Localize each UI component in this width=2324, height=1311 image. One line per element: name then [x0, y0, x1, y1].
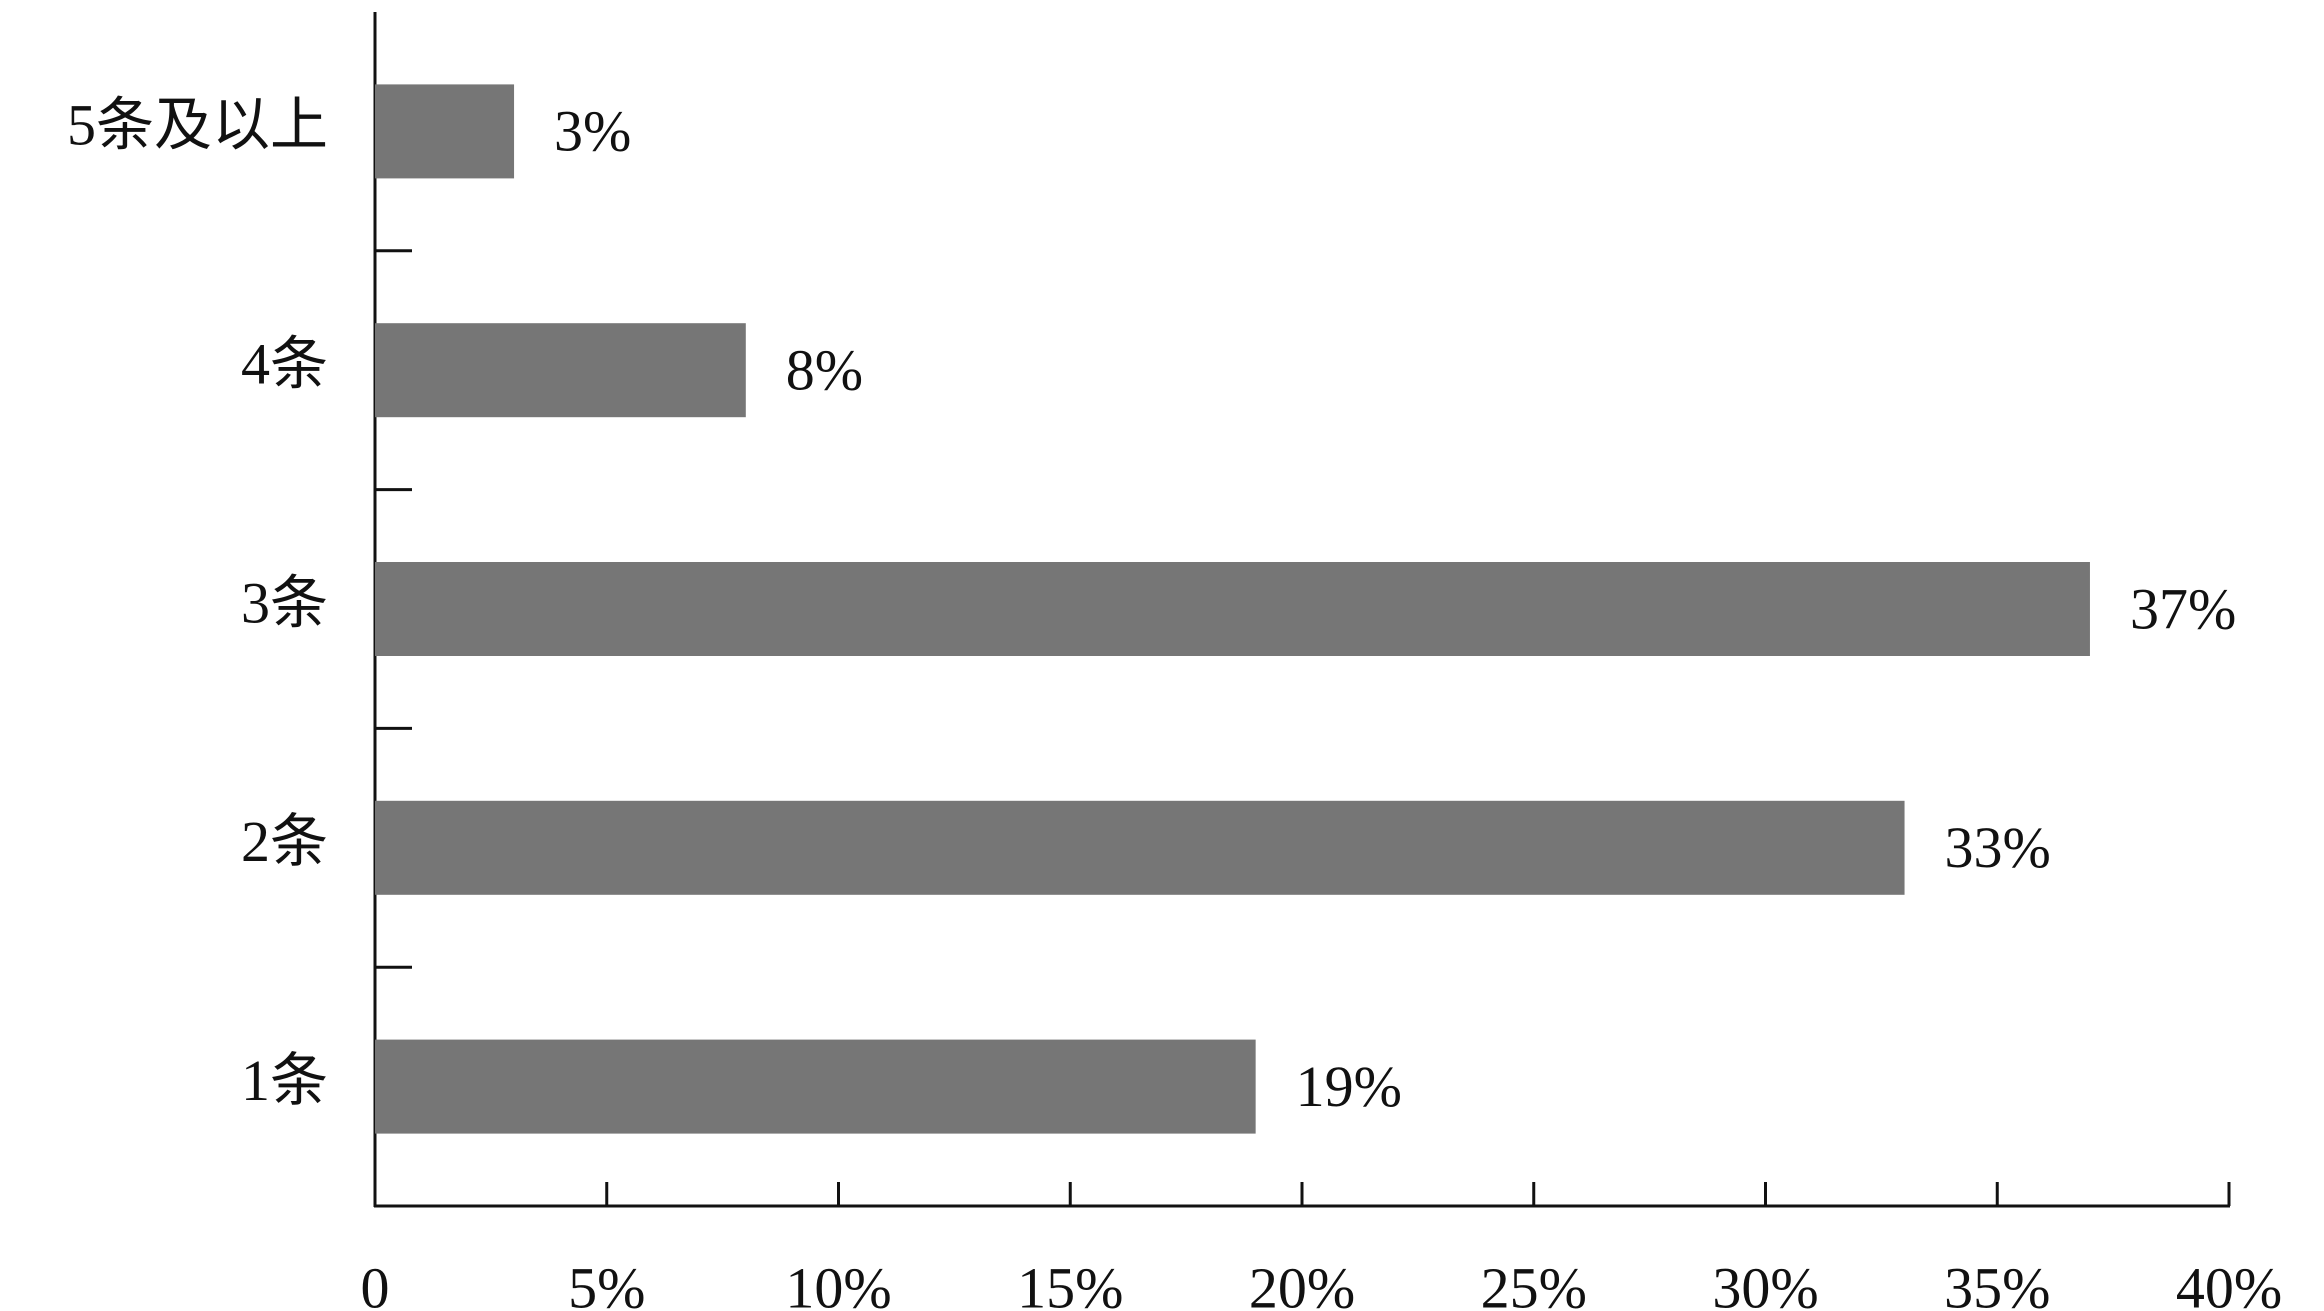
- x-tick-label: 15%: [1017, 1255, 1123, 1311]
- y-tick-label: 2条: [241, 809, 328, 874]
- x-tick-label: 25%: [1481, 1255, 1587, 1311]
- x-tick-label: 10%: [785, 1255, 891, 1311]
- value-label: 33%: [1945, 815, 2051, 880]
- x-tick-label: 30%: [1712, 1255, 1818, 1311]
- bar: [375, 323, 746, 418]
- y-tick-label: 4条: [241, 332, 328, 397]
- x-tick-label: 40%: [2176, 1255, 2282, 1311]
- y-tick-label: 3条: [241, 570, 328, 635]
- bar: [375, 562, 2090, 656]
- bar: [375, 800, 1905, 895]
- x-tick-label: 20%: [1249, 1255, 1355, 1311]
- value-label: 8%: [786, 338, 863, 403]
- bar: [375, 84, 515, 179]
- bar: [375, 1039, 1256, 1134]
- x-tick-label: 0: [361, 1255, 390, 1311]
- y-tick-label: 5条及以上: [67, 93, 328, 158]
- x-tick-label: 35%: [1944, 1255, 2050, 1311]
- value-label: 37%: [2130, 576, 2236, 641]
- y-tick-label: 1条: [241, 1048, 328, 1113]
- value-label: 3%: [554, 99, 631, 164]
- value-label: 19%: [1296, 1054, 1402, 1119]
- x-tick-label: 5%: [568, 1255, 645, 1311]
